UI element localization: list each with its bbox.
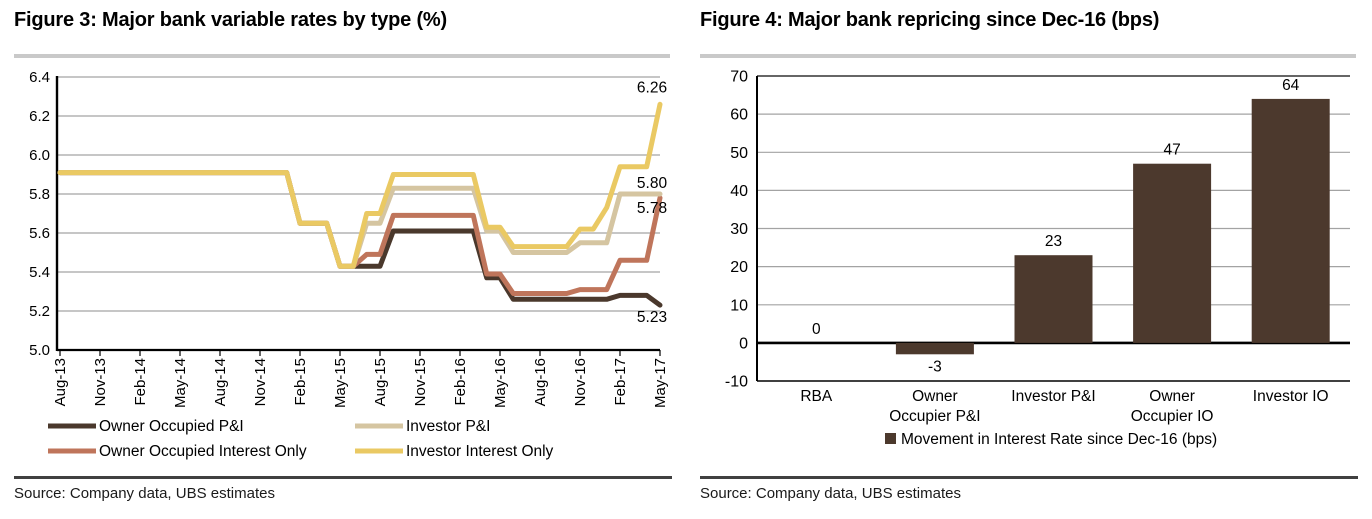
svg-text:May-15: May-15 [332, 358, 349, 408]
svg-text:Feb-14: Feb-14 [132, 358, 149, 406]
series-end-label: 5.80 [637, 175, 668, 192]
gridlines [57, 76, 660, 352]
series-line [57, 170, 663, 269]
svg-text:5.8: 5.8 [29, 186, 50, 203]
series-line [57, 101, 663, 269]
figure3-top-rule [14, 54, 670, 58]
figure3-bottom-rule [14, 476, 672, 479]
svg-text:Investor Interest Only: Investor Interest Only [406, 443, 554, 460]
svg-text:Occupier IO: Occupier IO [1131, 408, 1214, 425]
figure4-bottom-rule [700, 476, 1358, 479]
svg-text:Aug-15: Aug-15 [372, 358, 389, 406]
svg-text:5.6: 5.6 [29, 225, 50, 242]
svg-text:Nov-13: Nov-13 [92, 358, 109, 406]
svg-text:50: 50 [730, 145, 748, 162]
series-end-label: 6.26 [637, 79, 667, 96]
svg-text:6.0: 6.0 [29, 147, 50, 164]
svg-text:RBA: RBA [800, 388, 833, 405]
x-axis: Aug-13 Nov-13 Feb-14 May-14 Aug-14 Nov-14 Feb-… [52, 350, 669, 408]
svg-text:Feb-15: Feb-15 [292, 358, 309, 406]
svg-text:70: 70 [730, 69, 748, 86]
bar-value-label: 0 [812, 321, 821, 338]
figure3-title: Figure 3: Major bank variable rates by t… [14, 9, 447, 31]
svg-text:May-17: May-17 [652, 358, 669, 408]
svg-text:6.2: 6.2 [29, 108, 50, 125]
bar [1133, 163, 1212, 343]
svg-text:Investor P&I: Investor P&I [406, 418, 490, 435]
svg-text:5.2: 5.2 [29, 303, 50, 320]
svg-text:Investor IO: Investor IO [1253, 388, 1329, 405]
svg-text:Owner: Owner [912, 388, 958, 405]
svg-text:5.0: 5.0 [29, 342, 50, 359]
legend: Owner Occupied P&I Owner Occupied Interes… [48, 418, 554, 460]
svg-text:Nov-15: Nov-15 [412, 358, 429, 406]
svg-text:Owner Occupied Interest Only: Owner Occupied Interest Only [99, 443, 307, 460]
figure4-top-rule [700, 54, 1356, 58]
svg-text:Aug-14: Aug-14 [212, 358, 229, 406]
y-axis-labels: 6.4 6.2 6.0 5.8 5.6 5.4 5.2 5.0 [29, 69, 50, 359]
figure3-source: Source: Company data, UBS estimates [14, 485, 275, 502]
figure3-panel: Figure 3: Major bank variable rates by t… [14, 9, 672, 502]
svg-text:Aug-16: Aug-16 [532, 358, 549, 406]
svg-text:Feb-17: Feb-17 [612, 358, 629, 406]
series-end-label: 5.78 [637, 200, 667, 217]
svg-text:Feb-16: Feb-16 [452, 358, 469, 406]
figure4-panel: Figure 4: Major bank repricing since Dec… [686, 0, 1372, 519]
bar-value-label: -3 [928, 358, 942, 375]
svg-text:Owner Occupied P&I: Owner Occupied P&I [99, 418, 244, 435]
svg-text:Aug-13: Aug-13 [52, 358, 69, 406]
svg-text:0: 0 [739, 335, 748, 352]
svg-text:6.4: 6.4 [29, 69, 50, 86]
figure4-bar-chart: 70 60 50 40 30 20 10 0 -10 0 -3 23 47 64 RBA Owner Occup… [725, 69, 1350, 448]
bar [895, 342, 974, 355]
svg-text:30: 30 [730, 221, 748, 238]
bar [1014, 255, 1093, 343]
y-axis-labels: 70 60 50 40 30 20 10 0 -10 [725, 69, 748, 391]
svg-text:May-16: May-16 [492, 358, 509, 408]
svg-text:40: 40 [730, 183, 748, 200]
figure4-source: Source: Company data, UBS estimates [700, 485, 961, 502]
svg-text:May-14: May-14 [172, 358, 189, 408]
bar-value-label: 47 [1163, 142, 1180, 159]
svg-text:Movement in Interest Rate sinc: Movement in Interest Rate since Dec-16 (… [901, 431, 1217, 448]
svg-text:Nov-14: Nov-14 [252, 358, 269, 406]
svg-text:Investor P&I: Investor P&I [1011, 388, 1095, 405]
x-axis-labels: RBA Owner Occupier P&I Investor P&I Owner Occ… [800, 388, 1328, 425]
figure4-title: Figure 4: Major bank repricing since Dec… [700, 9, 1160, 31]
svg-text:20: 20 [730, 259, 748, 276]
bar [1251, 98, 1330, 343]
svg-text:Owner: Owner [1149, 388, 1195, 405]
bar-value-label: 23 [1045, 233, 1062, 250]
svg-text:Nov-16: Nov-16 [572, 358, 589, 406]
svg-text:Occupier P&I: Occupier P&I [889, 408, 980, 425]
svg-text:60: 60 [730, 107, 748, 124]
svg-text:10: 10 [730, 297, 748, 314]
bar-value-label: 64 [1282, 77, 1300, 94]
svg-text:5.4: 5.4 [29, 264, 50, 281]
legend: Movement in Interest Rate since Dec-16 (… [885, 431, 1217, 448]
svg-text:-10: -10 [725, 374, 748, 391]
series-end-label: 5.23 [637, 309, 667, 326]
